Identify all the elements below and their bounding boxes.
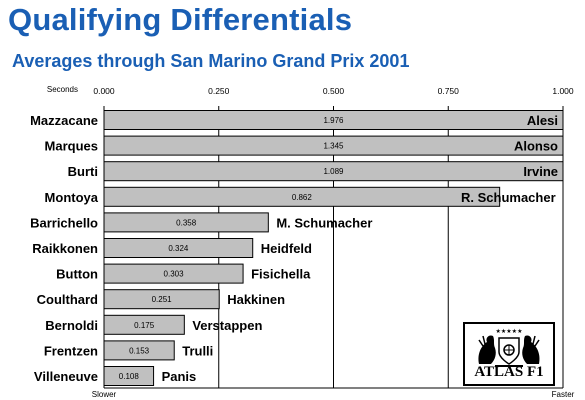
teammate-label: Panis <box>162 369 197 384</box>
bar-value-label: 0.303 <box>164 270 185 279</box>
crest-icon: ★★★★★ <box>478 328 540 367</box>
teammate-label: Verstappen <box>192 318 262 333</box>
bar-value-label: 0.153 <box>129 346 150 355</box>
teammate-label: Trulli <box>182 343 213 358</box>
bar-value-label: 0.175 <box>134 321 155 330</box>
x-tick-label: 0.500 <box>323 86 345 96</box>
bar-value-label: 1.976 <box>323 116 344 125</box>
bar <box>103 161 564 182</box>
teammate-label: Irvine <box>523 164 558 179</box>
teammate-label: Heidfeld <box>261 241 312 256</box>
bar-value-label: 0.108 <box>119 372 140 381</box>
bar <box>103 110 564 130</box>
axis-slower-label: Slower <box>92 390 117 399</box>
teammate-label: Alesi <box>527 113 558 128</box>
bar <box>103 238 254 258</box>
driver-label: Villeneuve <box>34 369 98 384</box>
x-tick-label: 0.750 <box>438 86 460 96</box>
bars <box>103 110 564 386</box>
labels: Seconds 0.000 0.250 0.500 0.750 1.000 Slower Fa… <box>30 85 575 399</box>
bar-value-label: 0.358 <box>176 218 197 227</box>
bar-value-label: 1.345 <box>323 142 344 151</box>
bar <box>103 135 564 156</box>
bar <box>103 263 244 284</box>
x-tick-label: 0.000 <box>93 86 115 96</box>
bar <box>103 289 220 310</box>
atlas-f1-logo: ★★★★★ ATLAS F1 <box>463 322 555 386</box>
driver-label: Bernoldi <box>45 318 98 333</box>
bar <box>103 314 185 335</box>
driver-label: Mazzacane <box>30 113 98 128</box>
x-tick-label: 1.000 <box>552 86 574 96</box>
bar-value-label: 0.251 <box>152 295 173 304</box>
chart-subtitle: Averages through San Marino Grand Prix 2… <box>12 51 410 71</box>
bar <box>103 186 501 207</box>
teammate-label: Alonso <box>514 139 558 154</box>
logo-stars: ★★★★★ <box>496 328 523 335</box>
logo-text: ATLAS F1 <box>474 364 544 380</box>
driver-label: Coulthard <box>37 292 98 307</box>
driver-label: Barrichello <box>30 215 98 230</box>
teammate-label: R. Schumacher <box>461 190 556 205</box>
x-axis-unit-label: Seconds <box>47 85 78 94</box>
driver-label: Raikkonen <box>32 241 98 256</box>
bar-value-label: 1.089 <box>323 167 344 176</box>
driver-label: Burti <box>68 164 98 179</box>
teammate-label: M. Schumacher <box>276 215 372 230</box>
bar <box>103 212 269 233</box>
driver-label: Montoya <box>45 190 99 205</box>
driver-label: Button <box>56 267 98 282</box>
x-tick-label: 0.250 <box>208 86 230 96</box>
axis-faster-label: Faster <box>552 390 575 399</box>
teammate-label: Hakkinen <box>227 292 285 307</box>
bar-value-label: 0.862 <box>292 193 313 202</box>
bar-value-label: 0.324 <box>168 244 189 253</box>
driver-label: Frentzen <box>44 343 98 358</box>
driver-label: Marques <box>45 139 98 154</box>
chart-title: Qualifying Differentials <box>8 2 353 37</box>
bar <box>103 340 175 361</box>
bar <box>103 366 155 386</box>
teammate-label: Fisichella <box>251 267 311 282</box>
